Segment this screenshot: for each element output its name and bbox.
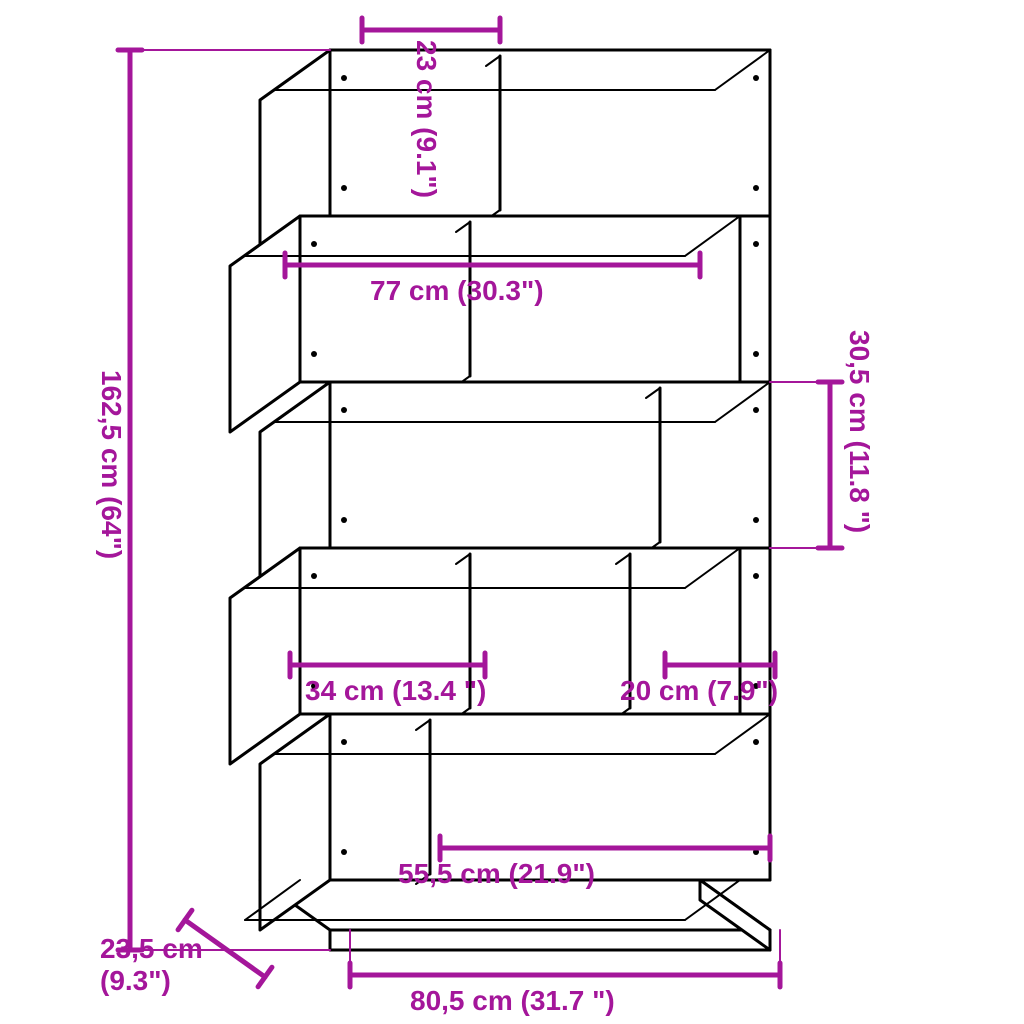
dim-label-inner_w: 77 cm (30.3") [370,275,544,307]
dim-label-comp20: 20 cm (7.9") [620,675,778,707]
dim-label-depth_top: 23 cm (9.1") [410,40,442,198]
dim-label-depth_bot: 23,5 cm (9.3") [100,933,260,997]
diagram-stage: 23 cm (9.1") 77 cm (30.3") 162,5 cm (64") 3… [0,0,1024,1024]
dim-label-row_h: 30,5 cm (11.8 ") [843,330,875,533]
dim-label-comp34: 34 cm (13.4 ") [305,675,486,707]
dim-label-height: 162,5 cm (64") [95,370,127,559]
dim-label-comp55: 55,5 cm (21.9") [398,858,595,890]
dim-label-width: 80,5 cm (31.7 ") [410,985,615,1017]
